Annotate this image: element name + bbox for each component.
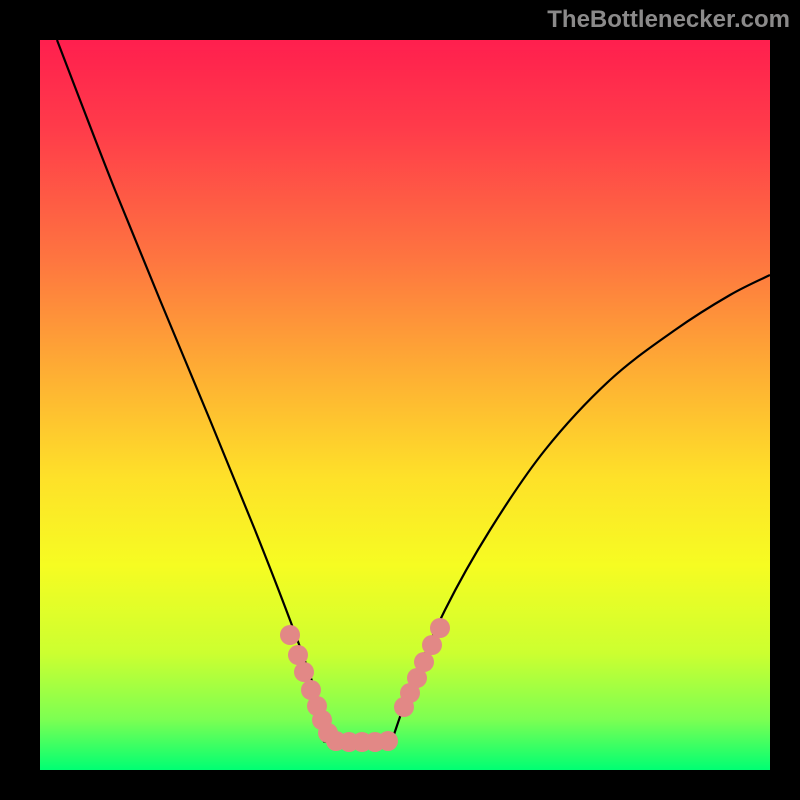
- bottleneck-gradient-chart: [0, 0, 800, 800]
- highlight-dot: [414, 652, 434, 672]
- highlight-dot: [288, 645, 308, 665]
- highlight-dot: [430, 618, 450, 638]
- highlight-dot: [280, 625, 300, 645]
- highlight-dot: [294, 662, 314, 682]
- watermark-text: TheBottlenecker.com: [547, 6, 790, 34]
- chart-container: TheBottlenecker.com: [0, 0, 800, 800]
- plot-background: [40, 40, 770, 770]
- highlight-dot: [422, 635, 442, 655]
- highlight-dot: [378, 731, 398, 751]
